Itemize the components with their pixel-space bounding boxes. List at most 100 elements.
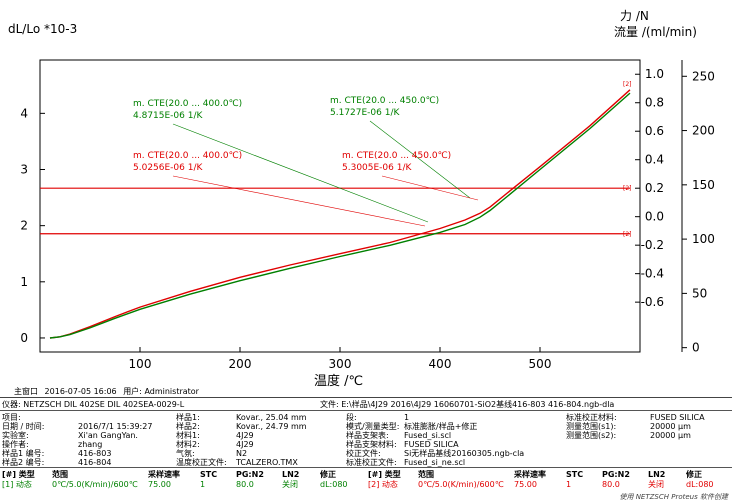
y-tick-label: 1 xyxy=(20,275,28,289)
x-tick-label: 100 xyxy=(129,357,152,371)
info-label: 样品支架材料: xyxy=(346,440,397,449)
y3-tick-label: 50 xyxy=(692,286,707,300)
info-value: 4J29 xyxy=(236,431,254,440)
segment-cell: [1] 动态 xyxy=(2,480,32,489)
meta-user: Administrator xyxy=(144,387,199,396)
y-tick-label: 3 xyxy=(20,163,28,177)
info-label: 材料2: xyxy=(176,440,200,449)
segment-header: [#] 类型 xyxy=(2,470,35,479)
divider xyxy=(0,410,732,411)
info-label: 实验室: xyxy=(2,431,29,440)
segment-cell: 0℃/5.0(K/min)/600℃ xyxy=(52,480,138,489)
x-axis-label: 温度 /℃ xyxy=(314,373,363,389)
y2-tick-label: 0.8 xyxy=(645,96,664,110)
info-label: 标准校正文件: xyxy=(346,458,397,467)
dilatometer-chart: dL/Lo *10-3 力 /N 流量 /(ml/min) 温度 /℃ 100 2… xyxy=(8,9,715,389)
segment-cell: 80.0 xyxy=(236,480,254,489)
info-value: FUSED SILICA xyxy=(650,413,705,422)
info-label: 样品1 编号: xyxy=(2,449,45,458)
x-tick-label: 300 xyxy=(329,357,352,371)
info-value: Kovar., 24.79 mm xyxy=(236,422,307,431)
annotation-title: m. CTE(20.0 ... 450.0℃) xyxy=(330,96,439,106)
series-end-tag: [2] xyxy=(623,81,632,88)
annotation-title: m. CTE(20.0 ... 400.0℃) xyxy=(133,151,242,161)
file-value: E:\样品\4J29 2016\4J29 16060701-SiO2基线416-… xyxy=(341,400,615,409)
segment-header: STC xyxy=(566,470,584,479)
annotation-value: 5.0256E-06 1/K xyxy=(133,163,203,173)
segment-header: 范围 xyxy=(52,470,68,479)
y2-tick-label: -0.4 xyxy=(641,267,664,281)
info-value: 标准膨胀/样品+修正 xyxy=(404,422,478,431)
y-tick-label: 2 xyxy=(20,219,28,233)
annotation-value: 4.8715E-06 1/K xyxy=(133,111,203,121)
annotation-title: m. CTE(20.0 ... 400.0℃) xyxy=(133,99,242,109)
info-value: Si无样品基线20160305.ngb-cla xyxy=(404,449,525,458)
info-value: 416-803 xyxy=(78,449,112,458)
segment-cell: 关闭 xyxy=(648,480,664,489)
y2-tick-label: 1.0 xyxy=(645,67,664,81)
x-tick-label: 200 xyxy=(229,357,252,371)
x-tick-label: 400 xyxy=(429,357,452,371)
y-tick-label: 0 xyxy=(20,331,28,345)
meta-date: 2016-07-05 16:06 xyxy=(44,387,117,396)
divider xyxy=(0,467,732,468)
y3-tick-label: 0 xyxy=(692,341,700,355)
segment-cell: 1 xyxy=(200,480,206,489)
y3-tick-label: 200 xyxy=(692,124,715,138)
info-value: 20000 µm xyxy=(650,422,691,431)
info-value: Kovar., 25.04 mm xyxy=(236,413,307,422)
segment-header: 采样速率 xyxy=(514,470,546,479)
y-axis-label: dL/Lo *10-3 xyxy=(8,22,77,36)
segment-header: 采样速率 xyxy=(148,470,180,479)
segment-cell: 1 xyxy=(566,480,572,489)
y-tick-label: 4 xyxy=(20,106,28,120)
y2-axis-label: 力 /N xyxy=(620,9,649,23)
y3-tick-label: 250 xyxy=(692,69,715,83)
segment-header: PG:N2 xyxy=(602,470,630,479)
info-label: 样品1: xyxy=(176,413,200,422)
file-label: 文件: xyxy=(320,400,339,409)
instrument-value: NETZSCH DIL 402SE DIL 402SEA-0029-L xyxy=(23,400,185,409)
info-label: 温度校正文件: xyxy=(176,458,227,467)
footer-credit: 使用 NETZSCH Proteus 软件创建 xyxy=(619,493,728,501)
segment-header: 修正 xyxy=(320,470,336,479)
segment-cell: 80.0 xyxy=(602,480,620,489)
info-value: TCALZERO.TMX xyxy=(236,458,298,467)
meta-line: 主窗口 2016-07-05 16:06 用户: Administrator xyxy=(14,386,199,397)
info-value: 4J29 xyxy=(236,440,254,449)
segment-header: 修正 xyxy=(686,470,702,479)
segment-cell: 75.00 xyxy=(514,480,537,489)
info-label: 样品2: xyxy=(176,422,200,431)
y2-tick-label: -0.2 xyxy=(641,238,664,252)
segment-cell: 0℃/5.0(K/min)/600℃ xyxy=(418,480,504,489)
info-label: 模式/测量类型: xyxy=(346,422,400,431)
instrument-row: 仪器: NETZSCH DIL 402SE DIL 402SEA-0029-L xyxy=(2,400,184,409)
annotation-value: 5.3005E-06 1/K xyxy=(342,163,412,173)
y2-tick-label: 0.4 xyxy=(645,153,664,167)
info-label: 样品支架表: xyxy=(346,431,389,440)
segment-cell: [2] 动态 xyxy=(368,480,398,489)
y3-axis-label: 流量 /(ml/min) xyxy=(614,25,697,39)
info-value: Fused_si.scl xyxy=(404,431,452,440)
segment-header: PG:N2 xyxy=(236,470,264,479)
info-label: 操作者: xyxy=(2,440,29,449)
info-label: 测量范围(s1): xyxy=(566,422,617,431)
info-value: N2 xyxy=(236,449,248,458)
reference-line-tag: [2] xyxy=(623,231,632,238)
segment-header: LN2 xyxy=(648,470,666,479)
info-value: 2016/7/1 15:39:27 xyxy=(78,422,153,431)
info-label: 测量范围(s2): xyxy=(566,431,617,440)
data-series-line xyxy=(49,89,631,339)
info-panel: 仪器: NETZSCH DIL 402SE DIL 402SEA-0029-L … xyxy=(0,397,732,504)
info-label: 校正文件: xyxy=(346,449,381,458)
meta-host: 主窗口 xyxy=(14,387,38,396)
y2-tick-label: 0.6 xyxy=(645,124,664,138)
info-label: 气氛: xyxy=(176,449,195,458)
annotation-leader xyxy=(369,120,471,199)
instrument-label: 仪器: xyxy=(2,400,21,409)
segment-header: STC xyxy=(200,470,218,479)
info-value: FUSED SILICA xyxy=(404,440,459,449)
info-label: 样品2 编号: xyxy=(2,458,45,467)
data-series-line xyxy=(49,92,631,339)
info-value: 1 xyxy=(404,413,410,422)
